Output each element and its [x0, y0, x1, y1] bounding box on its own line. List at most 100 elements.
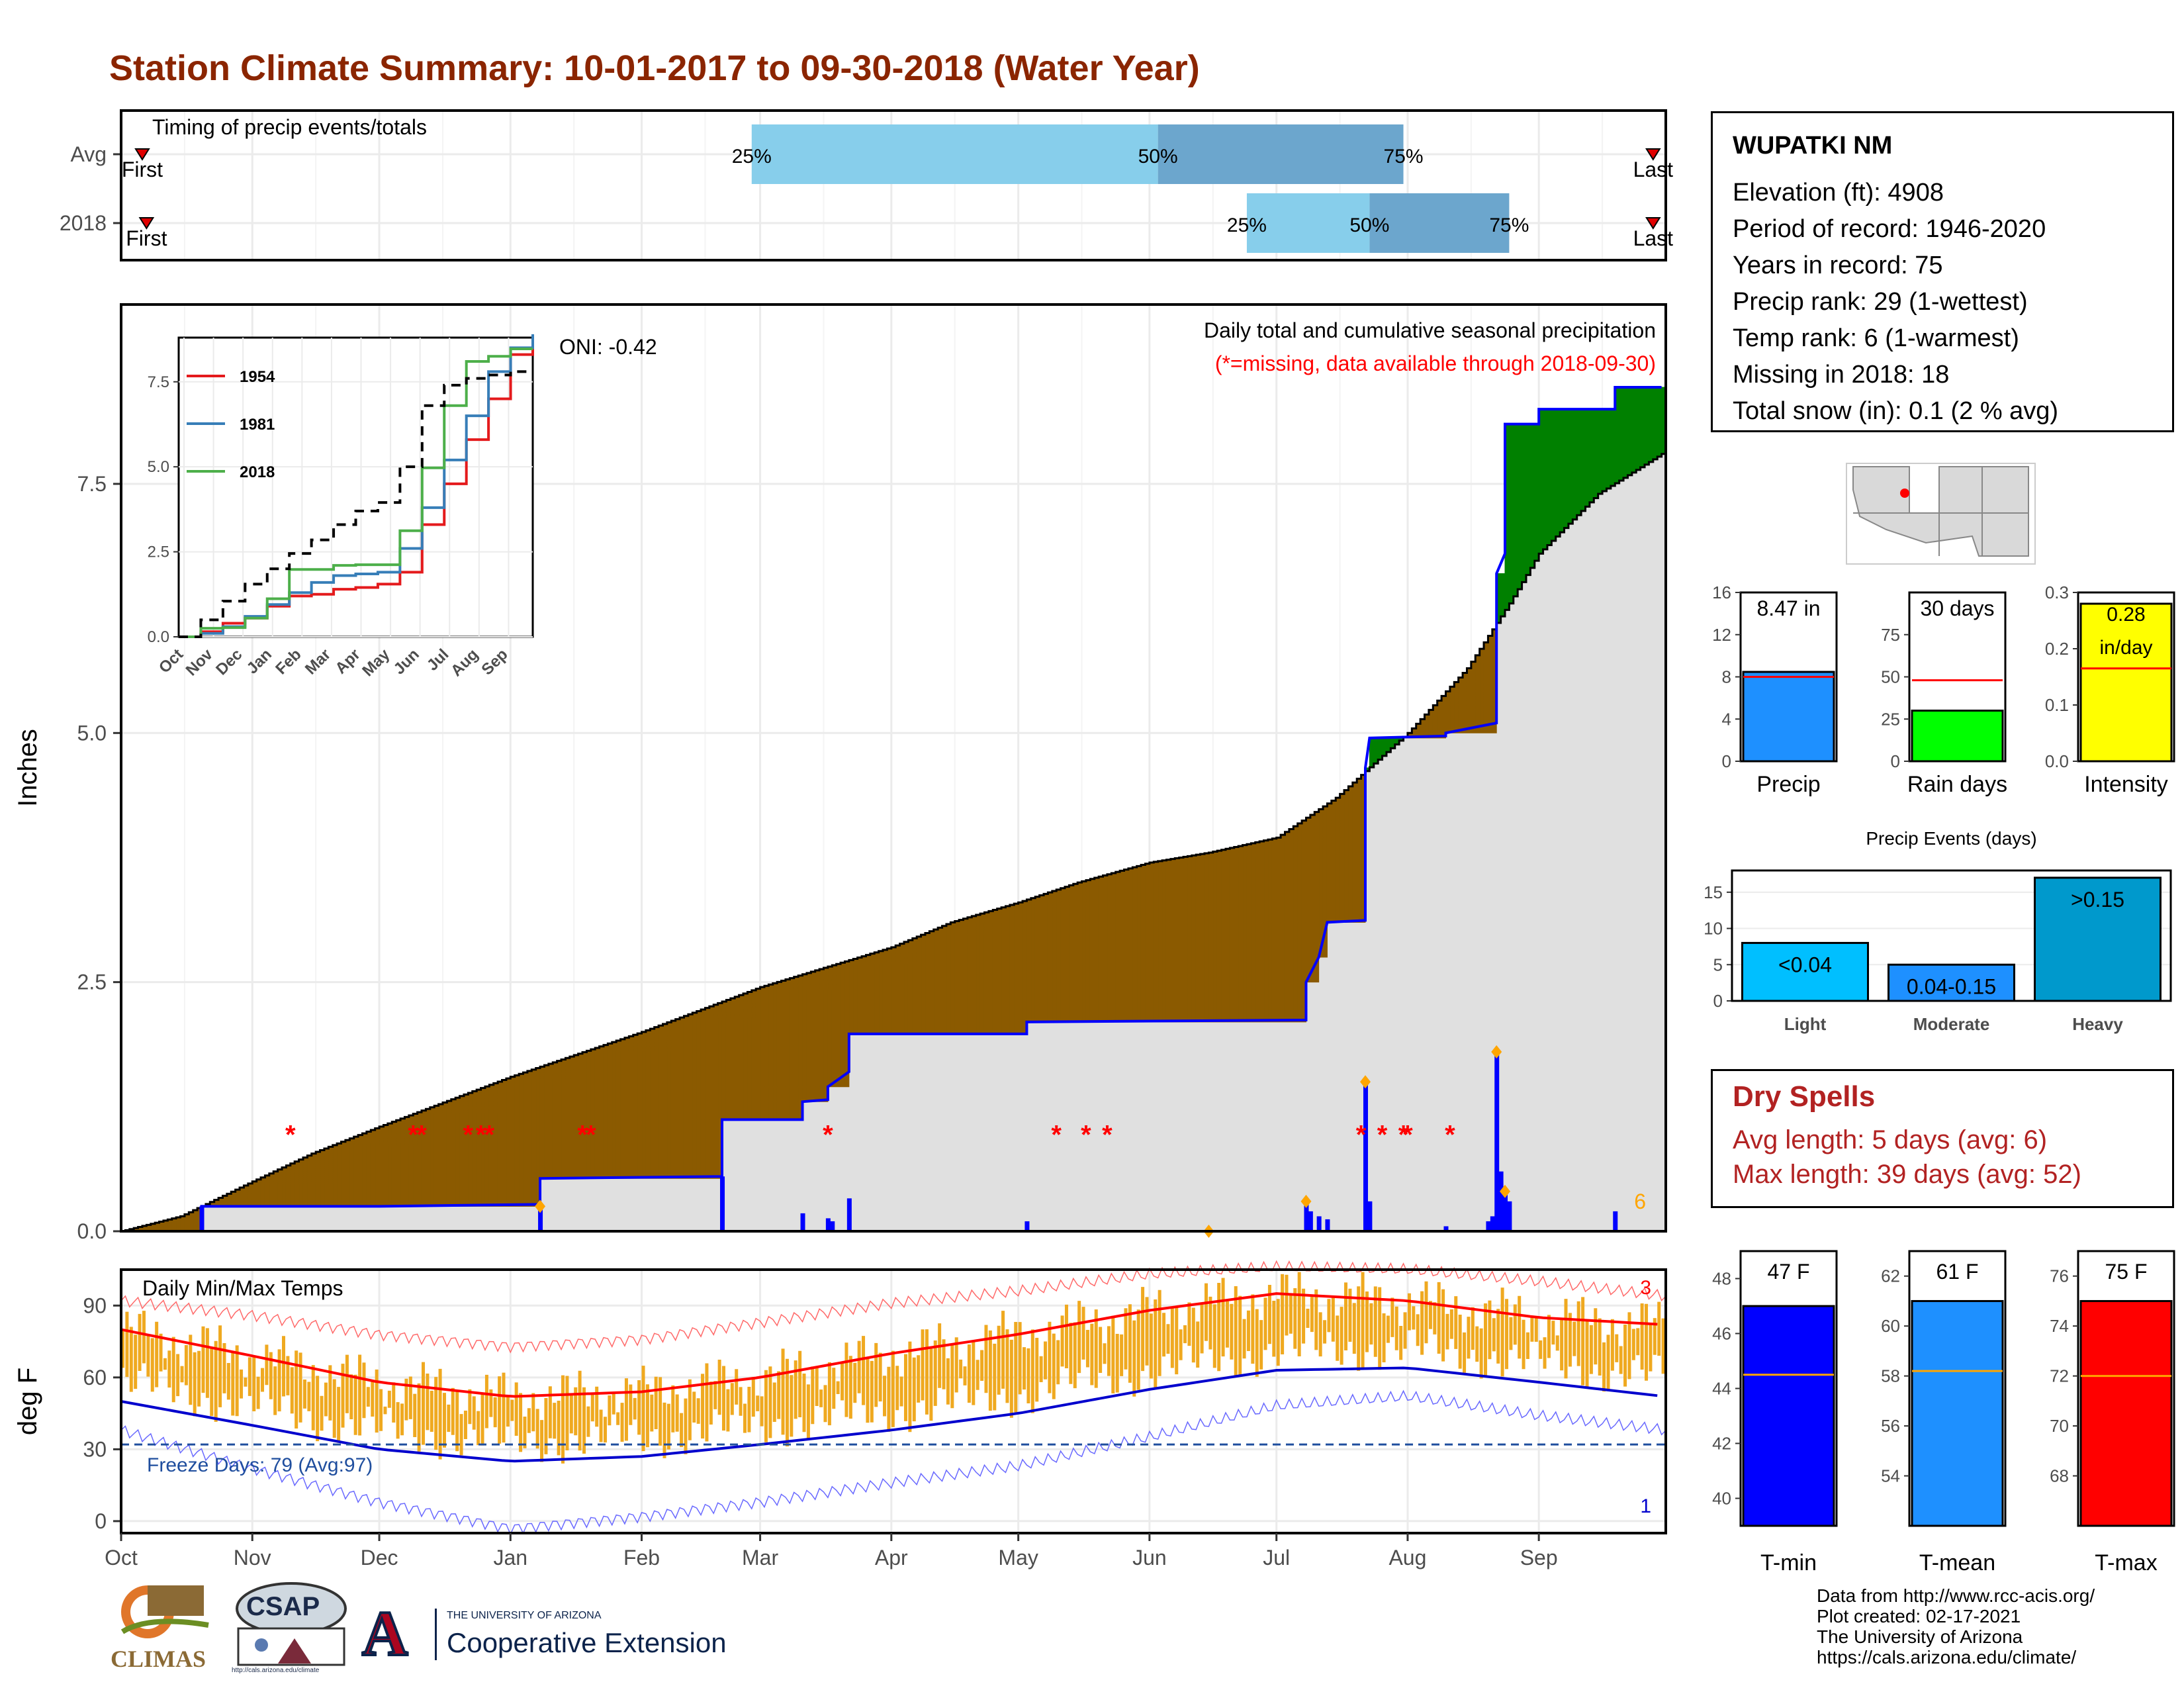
precip-marker: [535, 1199, 546, 1213]
events-y-tick-label: 0: [1713, 991, 1723, 1011]
tstat-value-label: 75 F: [2105, 1260, 2147, 1284]
events-title: Precip Events (days): [1866, 828, 2036, 849]
temps-x-tick-label: May: [998, 1546, 1038, 1570]
tstat-y-tick-label: 60: [1881, 1316, 1900, 1336]
temps-avg-max-line: [120, 1292, 1658, 1398]
temps-record-max-line: [120, 1260, 1666, 1354]
temps-x-tick-label: Apr: [875, 1546, 908, 1570]
stat-y-tick-label: 16: [1712, 583, 1731, 602]
tstat-y-tick-label: 76: [2050, 1266, 2069, 1286]
precip-marker: [1491, 1045, 1502, 1059]
precip-title: Daily total and cumulative seasonal prec…: [1204, 318, 1656, 342]
temps-record-min-line: [120, 1389, 1666, 1536]
events-bar-label: <0.04: [1778, 953, 1832, 976]
precip-daily-bar: [1443, 1226, 1449, 1231]
timing-first-label: First: [126, 226, 167, 250]
tstat-y-tick-label: 72: [2050, 1366, 2069, 1386]
tstat-bar: [1911, 1299, 2004, 1527]
source-notes: Data from http://www.rcc-acis.org/ Plot …: [1817, 1585, 2095, 1667]
timing-last-label: Last: [1633, 158, 1674, 181]
dry-spells-max: Max length: 39 days (avg: 52): [1733, 1160, 2081, 1189]
precip-missing-star: *: [1102, 1120, 1113, 1149]
ua-letter: A: [361, 1597, 409, 1670]
tstat-y-tick-label: 56: [1881, 1416, 1900, 1436]
precip-daily-bar: [720, 1176, 725, 1231]
precip-daily-bar: [1507, 1201, 1512, 1231]
stat-y-tick-label: 12: [1712, 625, 1731, 645]
precip-daily-bar: [1613, 1211, 1618, 1231]
temps-x-tick-label: Mar: [742, 1546, 778, 1570]
stat-x-label: Precip: [1756, 772, 1820, 797]
stat-y-tick-label: 50: [1881, 667, 1900, 687]
inset-series-line: [179, 347, 533, 638]
tstat-y-tick-label: 58: [1881, 1366, 1900, 1386]
stat-y-tick-label: 0.3: [2045, 583, 2069, 602]
ua-divider: [435, 1609, 437, 1660]
ua-letter-icon: [362, 1603, 419, 1660]
timing-first-marker: [138, 217, 155, 230]
events-bar-label: 0.04-0.15: [1907, 974, 1996, 998]
climas-text: CLIMAS: [111, 1646, 206, 1672]
tstat-y-tick-label: 42: [1712, 1434, 1731, 1454]
events-x-label: Heavy: [2072, 1014, 2123, 1034]
temps-x-tick-label: Jun: [1132, 1546, 1167, 1570]
csap-logo[interactable]: CSAP http://cals.arizona.edu/climate: [232, 1579, 351, 1678]
station-info-box: WUPATKI NM Elevation (ft): 4908 Period o…: [1711, 111, 2174, 432]
precip-missing-star: *: [1051, 1120, 1062, 1149]
precip-daily-bar: [1503, 1191, 1508, 1231]
timing-first-label: First: [122, 158, 163, 181]
temps-y-tick-label: 90: [83, 1293, 107, 1317]
stat-x-label: Rain days: [1907, 772, 2007, 797]
timing-label-25: 25%: [732, 146, 772, 167]
precip-daily-bar: [846, 1198, 852, 1231]
precip-y-tick-label: 7.5: [77, 472, 107, 496]
timing-last-marker: [1645, 148, 1661, 161]
tstat-y-tick-label: 68: [2050, 1466, 2069, 1486]
stat-y-tick-label: 0.1: [2045, 695, 2069, 715]
precip-daily-bar: [199, 1206, 205, 1231]
tstat-value-label: 61 F: [1936, 1260, 1978, 1284]
stat-x-label: Intensity: [2084, 772, 2168, 797]
station-temp-rank: Temp rank: 6 (1-warmest): [1733, 324, 2019, 352]
events-bar-label: >0.15: [2071, 888, 2124, 912]
precip-missing-star: *: [1402, 1120, 1413, 1149]
dry-spells-box: Dry Spells Avg length: 5 days (avg: 6) M…: [1711, 1069, 2174, 1208]
inset-legend-label: 2018: [240, 463, 275, 481]
precip-daily-bar: [1024, 1221, 1030, 1231]
tstat-x-label: T-max: [2095, 1550, 2157, 1575]
timing-last-label: Last: [1633, 226, 1674, 250]
precip-daily-bar: [825, 1218, 831, 1231]
timing-bar-q2: [1369, 193, 1510, 253]
stat-y-tick-label: 0.0: [2045, 751, 2069, 771]
temps-x-tick-label: Jan: [493, 1546, 527, 1570]
temps-top-count: 3: [1640, 1277, 1651, 1299]
temps-x-tick-label: Aug: [1388, 1546, 1426, 1570]
csap-cloud-icon: [236, 1582, 347, 1666]
temps-y-tick-label: 60: [83, 1366, 107, 1389]
timing-title: Timing of precip events/totals: [152, 115, 427, 139]
stat-value-label: 0.28: [2107, 604, 2145, 626]
precip-daily-bar: [830, 1221, 835, 1231]
tstat-y-tick-label: 44: [1712, 1379, 1731, 1399]
station-snow: Total snow (in): 0.1 (2 % avg): [1733, 397, 2059, 425]
tstat-x-label: T-mean: [1919, 1550, 1995, 1575]
timing-label-75: 75%: [1384, 146, 1424, 167]
temps-panel-border: [120, 1268, 1667, 1534]
precip-missing-star: *: [586, 1120, 596, 1149]
stat-value-label-unit: in/day: [2099, 637, 2152, 659]
events-y-tick-label: 15: [1704, 882, 1723, 902]
precip-oni-label: ONI: -0.42: [559, 335, 657, 359]
climas-logo[interactable]: CLIMAS: [109, 1579, 215, 1678]
events-bar: [2034, 876, 2161, 1002]
precip-missing-star: *: [476, 1120, 486, 1149]
stat-value-label: 30 days: [1920, 596, 1994, 620]
precip-y-tick-label: 0.0: [77, 1219, 107, 1243]
precip-marker: [1300, 1194, 1312, 1208]
station-missing: Missing in 2018: 18: [1733, 361, 1950, 389]
precip-missing-star: *: [463, 1120, 474, 1149]
source-line-data: Data from http://www.rcc-acis.org/: [1817, 1585, 2095, 1606]
ua-logo[interactable]: A THE UNIVERSITY OF ARIZONA Cooperative …: [361, 1597, 745, 1670]
precip-daily-bar: [1325, 1219, 1330, 1231]
stat-y-tick-label: 4: [1722, 709, 1731, 729]
ua-line1: THE UNIVERSITY OF ARIZONA: [447, 1610, 602, 1621]
